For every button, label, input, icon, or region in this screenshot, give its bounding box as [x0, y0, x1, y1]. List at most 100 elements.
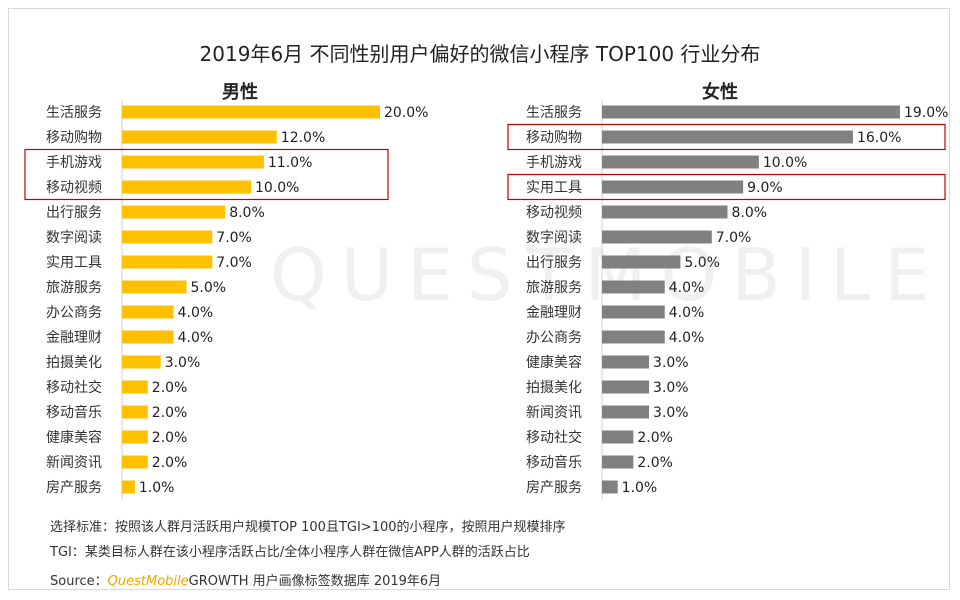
- female-category-label: 移动社交: [526, 429, 582, 446]
- female-bar: [602, 130, 853, 144]
- male-value-label: 2.0%: [152, 405, 188, 421]
- male-category-label: 出行服务: [46, 205, 102, 221]
- male-category-label: 手机游戏: [46, 155, 102, 171]
- female-value-label: 8.0%: [731, 205, 767, 221]
- female-value-label: 1.0%: [622, 480, 658, 496]
- female-bar: [602, 480, 618, 494]
- male-bar: [122, 280, 187, 294]
- female-value-label: 5.0%: [684, 255, 720, 271]
- male-bar: [122, 430, 148, 444]
- male-bar: [122, 305, 174, 319]
- chart-frame: [8, 8, 950, 590]
- female-highlight-box: [507, 123, 946, 151]
- male-bar: [122, 130, 277, 144]
- female-category-label: 金融理财: [526, 305, 582, 321]
- male-category-label: 生活服务: [46, 105, 102, 121]
- male-bar: [122, 355, 161, 369]
- female-value-label: 7.0%: [716, 230, 752, 246]
- female-category-label: 生活服务: [526, 105, 582, 121]
- tgi-note: TGI：某类目标人群在该小程序活跃占比/全体小程序人群在微信APP人群的活跃占比: [50, 545, 530, 560]
- female-bar: [602, 105, 900, 119]
- male-value-label: 7.0%: [216, 255, 252, 271]
- male-value-label: 8.0%: [229, 205, 265, 221]
- male-bar: [122, 155, 264, 169]
- female-category-label: 拍摄美化: [526, 380, 582, 396]
- female-category-label: 移动视频: [526, 205, 582, 221]
- male-bar: [122, 330, 174, 344]
- male-category-label: 拍摄美化: [46, 355, 102, 371]
- female-category-label: 旅游服务: [526, 280, 582, 296]
- female-bar: [602, 205, 728, 219]
- male-value-label: 4.0%: [178, 305, 214, 321]
- source-rest: GROWTH 用户画像标签数据库 2019年6月: [188, 574, 442, 589]
- male-value-label: 1.0%: [139, 480, 175, 496]
- male-value-label: 3.0%: [165, 355, 201, 371]
- female-value-label: 4.0%: [669, 280, 705, 296]
- male-value-label: 10.0%: [255, 180, 299, 196]
- female-value-label: 16.0%: [857, 130, 901, 146]
- male-category-label: 旅游服务: [46, 280, 102, 296]
- female-bar: [602, 305, 665, 319]
- female-value-label: 2.0%: [637, 455, 673, 471]
- male-bar: [122, 380, 148, 394]
- female-bar: [602, 405, 650, 419]
- female-bar: [602, 430, 634, 444]
- female-category-label: 出行服务: [526, 255, 582, 271]
- male-category-label: 移动社交: [46, 379, 102, 396]
- female-value-label: 2.0%: [637, 430, 673, 446]
- source-prefix: Source：: [50, 574, 108, 589]
- male-value-label: 20.0%: [384, 105, 428, 121]
- male-bar: [122, 230, 213, 244]
- male-category-label: 移动视频: [46, 180, 102, 196]
- chart-title: 2019年6月 不同性别用户偏好的微信小程序 TOP100 行业分布: [199, 42, 761, 66]
- male-category-label: 办公商务: [46, 305, 102, 321]
- source-brand: QuestMobile: [107, 574, 189, 589]
- female-category-label: 实用工具: [526, 180, 582, 196]
- female-bar: [602, 455, 634, 469]
- female-category-label: 新闻资讯: [526, 405, 582, 421]
- male-value-label: 5.0%: [191, 280, 227, 296]
- male-bar: [122, 105, 380, 119]
- female-value-label: 19.0%: [904, 105, 948, 121]
- female-value-label: 3.0%: [653, 355, 689, 371]
- male-category-label: 移动购物: [46, 130, 102, 146]
- male-value-label: 7.0%: [216, 230, 252, 246]
- female-bar: [602, 155, 759, 169]
- male-bar: [122, 480, 135, 494]
- male-category-label: 金融理财: [46, 330, 102, 346]
- female-category-label: 手机游戏: [526, 155, 582, 171]
- female-value-label: 9.0%: [747, 180, 783, 196]
- female-value-label: 4.0%: [669, 305, 705, 321]
- female-category-label: 移动音乐: [526, 454, 582, 471]
- male-category-label: 健康美容: [46, 429, 102, 446]
- male-value-label: 4.0%: [178, 330, 214, 346]
- male-category-label: 房产服务: [46, 480, 102, 496]
- criteria-note: 选择标准：按照该人群月活跃用户规模TOP 100且TGI>100的小程序，按照用…: [50, 520, 566, 535]
- female-value-label: 4.0%: [669, 330, 705, 346]
- female-highlight-box: [507, 173, 946, 201]
- female-bar: [602, 355, 650, 369]
- female-category-label: 健康美容: [526, 354, 582, 371]
- male-bar: [122, 455, 148, 469]
- male-value-label: 11.0%: [268, 155, 312, 171]
- male-bar: [122, 205, 226, 219]
- male-category-label: 数字阅读: [46, 229, 102, 246]
- male-category-label: 新闻资讯: [46, 455, 102, 471]
- male-highlight-box: [24, 148, 389, 201]
- male-bar: [122, 180, 251, 194]
- source-note: Source：QuestMobileGROWTH 用户画像标签数据库 2019年…: [50, 570, 441, 589]
- watermark-text: QUESTMOBILE: [270, 233, 944, 317]
- female-category-label: 移动购物: [526, 130, 582, 146]
- male-value-label: 2.0%: [152, 430, 188, 446]
- female-bar: [602, 280, 665, 294]
- female-category-label: 数字阅读: [526, 229, 582, 246]
- female-value-label: 3.0%: [653, 405, 689, 421]
- male-panel-title: 男性: [222, 82, 258, 103]
- female-panel-title: 女性: [702, 82, 738, 103]
- male-value-label: 2.0%: [152, 380, 188, 396]
- male-bar: [122, 405, 148, 419]
- male-value-label: 2.0%: [152, 455, 188, 471]
- female-value-label: 3.0%: [653, 380, 689, 396]
- male-category-label: 实用工具: [46, 255, 102, 271]
